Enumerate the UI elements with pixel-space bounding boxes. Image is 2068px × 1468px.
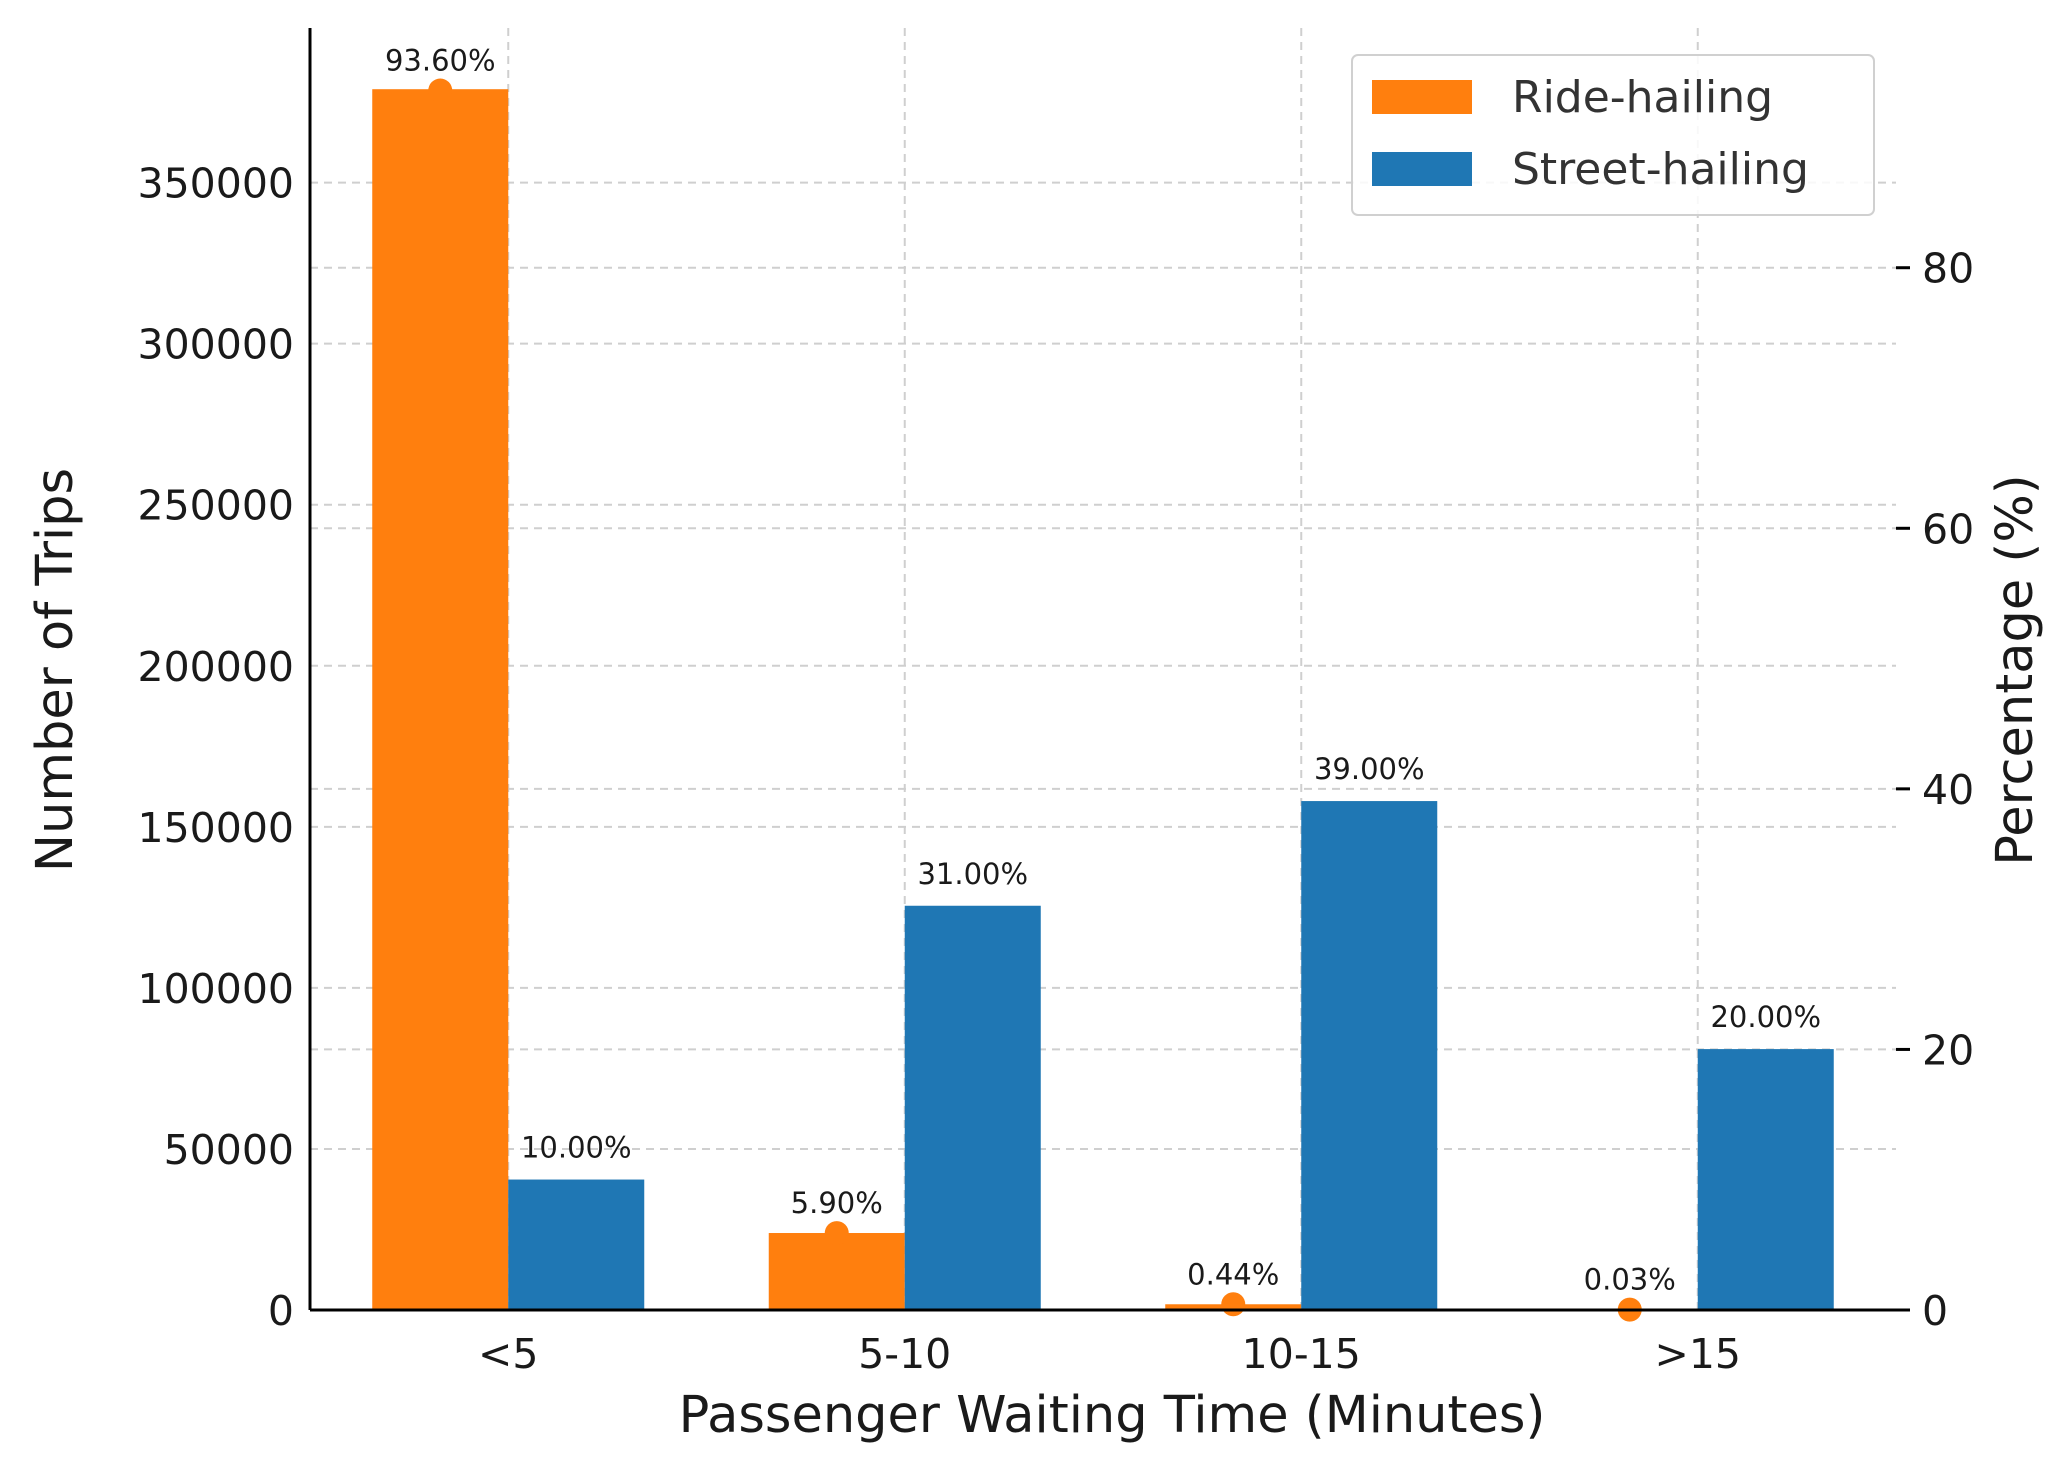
y-axis-title: Number of Trips bbox=[26, 468, 85, 872]
data-label-street-hailing-2: 39.00% bbox=[1314, 752, 1425, 786]
y-tick-label: 350000 bbox=[137, 160, 294, 208]
x-tick-label: 10-15 bbox=[1242, 1330, 1361, 1378]
data-label-ride-hailing-1: 5.90% bbox=[791, 1186, 883, 1220]
data-label-ride-hailing-3: 0.03% bbox=[1584, 1263, 1676, 1297]
tick-labels: 0 50000 100000 150000 200000 250000 300000 3500… bbox=[137, 160, 1974, 1378]
x-tick-label: 5-10 bbox=[858, 1330, 951, 1378]
y2-tick-label: 20 bbox=[1922, 1026, 1974, 1074]
y-tick-label: 300000 bbox=[137, 321, 294, 369]
bar-street-hailing-3 bbox=[1697, 1049, 1834, 1310]
data-labels: 93.60% 5.90% 0.44% 0.03% 10.00% 31.00% 39.00% 2… bbox=[385, 44, 1821, 1297]
bar-ride-hailing-1 bbox=[768, 1233, 905, 1310]
y2-tick-label: 80 bbox=[1922, 245, 1974, 293]
percent-marker-2 bbox=[1221, 1292, 1246, 1317]
y2-tick-label: 0 bbox=[1922, 1287, 1948, 1335]
legend-swatch-ride-hailing bbox=[1372, 80, 1472, 114]
percent-marker-1 bbox=[824, 1221, 849, 1246]
x-tick-label: <5 bbox=[478, 1330, 538, 1378]
axes bbox=[308, 28, 1910, 1312]
bar-street-hailing-2 bbox=[1301, 801, 1438, 1310]
legend-label-street-hailing: Street-hailing bbox=[1512, 144, 1809, 195]
y2-tick-label: 40 bbox=[1922, 766, 1974, 814]
y-tick-label: 100000 bbox=[137, 965, 294, 1013]
x-axis-title: Passenger Waiting Time (Minutes) bbox=[679, 1386, 1546, 1445]
data-label-ride-hailing-2: 0.44% bbox=[1187, 1257, 1279, 1291]
bar-street-hailing-0 bbox=[508, 1179, 645, 1310]
data-label-ride-hailing-0: 93.60% bbox=[385, 44, 496, 78]
data-label-street-hailing-0: 10.00% bbox=[521, 1131, 632, 1165]
y2-tick-label: 60 bbox=[1922, 505, 1974, 553]
percent-marker-0 bbox=[428, 78, 453, 103]
y-tick-label: 50000 bbox=[164, 1126, 294, 1174]
bars bbox=[372, 89, 1834, 1310]
data-label-street-hailing-1: 31.00% bbox=[917, 857, 1028, 891]
bar-ride-hailing-0 bbox=[372, 89, 509, 1310]
y-tick-label: 250000 bbox=[137, 482, 294, 530]
legend-label-ride-hailing: Ride-hailing bbox=[1512, 72, 1773, 123]
bar-street-hailing-1 bbox=[904, 905, 1041, 1310]
grid-lines bbox=[310, 28, 1896, 1310]
legend-frame bbox=[1351, 54, 1875, 216]
y-tick-label: 0 bbox=[268, 1287, 294, 1335]
x-tick-label: >15 bbox=[1654, 1330, 1741, 1378]
data-label-street-hailing-3: 20.00% bbox=[1710, 1000, 1821, 1034]
legend-swatch-street-hailing bbox=[1372, 152, 1472, 186]
y2-axis-title: Percentage (%) bbox=[1986, 474, 2045, 865]
legend: Ride-hailing Street-hailing bbox=[1351, 54, 1875, 216]
y-tick-label: 200000 bbox=[137, 643, 294, 691]
y-tick-label: 150000 bbox=[137, 804, 294, 852]
